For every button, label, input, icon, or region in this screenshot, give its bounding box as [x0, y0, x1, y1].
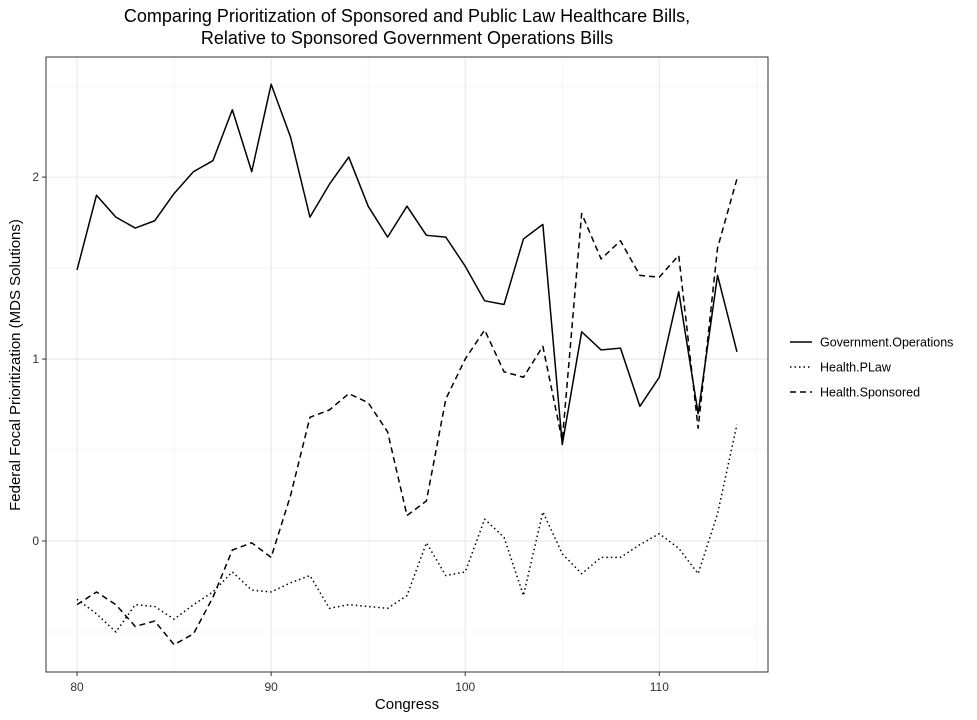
legend-label: Health.PLaw: [820, 361, 892, 375]
series-line-health-sponsored: [76, 178, 738, 646]
x-tick-label: 90: [264, 680, 278, 694]
x-tick-label: 110: [650, 680, 669, 694]
x-tick-label: 100: [455, 680, 475, 694]
chart-title: Comparing Prioritization of Sponsored an…: [124, 6, 690, 26]
plot-area: 80 90 100 110 0 1 2: [32, 56, 769, 694]
series-line-government-operations: [76, 83, 738, 446]
plot-border: [45, 56, 769, 673]
chart-subtitle: Relative to Sponsored Government Operati…: [201, 28, 613, 48]
y-axis-title: Federal Focal Prioritization (MDS Soluti…: [7, 219, 24, 511]
legend-label: Health.Sponsored: [820, 386, 920, 400]
x-tick-label: 80: [70, 680, 84, 694]
legend-label: Government.Operations: [820, 336, 953, 350]
y-tick-label: 0: [32, 534, 39, 548]
y-tick-label: 1: [32, 352, 39, 366]
x-axis-title: Congress: [375, 696, 439, 713]
plot-background: [46, 57, 768, 672]
y-tick-label: 2: [32, 170, 39, 184]
legend: Government.Operations Health.PLaw Health.S…: [790, 336, 953, 400]
series-line-health-plaw: [76, 424, 738, 633]
